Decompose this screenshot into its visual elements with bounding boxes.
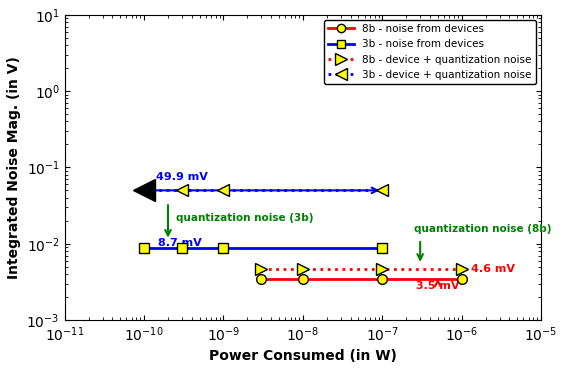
Legend: 8b - noise from devices, 3b - noise from devices, 8b - device + quantization noi: 8b - noise from devices, 3b - noise from…	[324, 20, 536, 84]
X-axis label: Power Consumed (in W): Power Consumed (in W)	[209, 349, 397, 363]
Text: quantization noise (3b): quantization noise (3b)	[176, 213, 313, 223]
Text: 8.7 mV: 8.7 mV	[158, 238, 202, 248]
Text: quantization noise (8b): quantization noise (8b)	[414, 224, 552, 234]
Text: 3.5 mV: 3.5 mV	[416, 282, 460, 292]
Y-axis label: Integrated Noise Mag. (in V): Integrated Noise Mag. (in V)	[7, 56, 21, 279]
Text: 49.9 mV: 49.9 mV	[156, 172, 208, 182]
Text: 4.6 mV: 4.6 mV	[471, 265, 515, 275]
